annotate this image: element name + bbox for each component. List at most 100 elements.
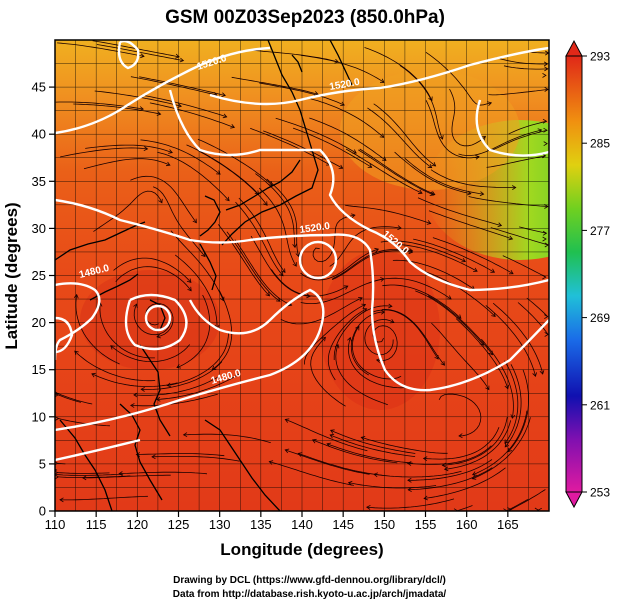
streamline xyxy=(310,337,346,407)
streamline-arrow xyxy=(118,471,123,476)
streamline xyxy=(502,255,546,278)
streamline xyxy=(57,42,145,57)
streamline-arrow xyxy=(532,372,537,377)
streamline-arrow xyxy=(186,278,192,283)
streamline-arrow xyxy=(311,438,317,444)
streamline xyxy=(504,360,519,444)
streamline-arrow xyxy=(544,314,549,320)
streamline xyxy=(197,138,273,186)
streamline-arrow xyxy=(544,87,549,92)
streamline-arrow xyxy=(407,487,412,493)
streamline xyxy=(136,453,225,457)
streamline-arrow xyxy=(221,92,226,98)
streamline xyxy=(330,429,416,454)
streamline xyxy=(359,148,435,195)
streamline-arrow xyxy=(388,303,393,309)
streamline-arrow xyxy=(268,460,274,465)
credit-data: Data from http://database.rish.kyoto-u.a… xyxy=(172,589,447,600)
streamline-arrow xyxy=(542,73,547,78)
streamline xyxy=(480,338,514,419)
streamline xyxy=(538,507,542,511)
streamline-arrow xyxy=(508,235,514,241)
contour-south xyxy=(55,288,325,432)
streamline xyxy=(306,97,385,138)
streamline xyxy=(449,88,486,147)
streamline xyxy=(408,467,493,491)
streamline-arrow xyxy=(340,101,345,106)
streamline-arrow xyxy=(475,154,480,160)
streamline-arrow xyxy=(431,162,437,167)
streamline xyxy=(444,420,512,470)
streamline xyxy=(431,322,490,390)
y-tick-label: 10 xyxy=(32,409,46,424)
streamline xyxy=(415,290,484,346)
streamline-arrow xyxy=(59,497,64,503)
streamline xyxy=(427,295,493,355)
colorbar: 253 261 269 277 285 293 xyxy=(565,39,610,509)
streamline-arrow xyxy=(216,170,221,175)
streamline xyxy=(519,226,547,234)
streamline xyxy=(251,49,339,63)
streamline xyxy=(130,175,197,223)
y-tick-label: 40 xyxy=(32,127,46,142)
streamline-arrow xyxy=(479,191,485,197)
y-axis-ticks: 0 5 10 15 20 25 30 35 40 45 xyxy=(32,80,55,519)
streamline-arrow xyxy=(297,452,303,457)
streamline-arrow xyxy=(347,336,352,342)
streamline-arrow xyxy=(367,163,373,168)
streamline-arrow xyxy=(380,277,385,282)
streamline xyxy=(152,186,206,257)
streamline-arrow xyxy=(539,370,545,375)
streamline-arrow xyxy=(504,439,509,444)
streamline-arrow xyxy=(490,268,496,273)
typhoon-outer-ring xyxy=(124,293,188,351)
streamline xyxy=(96,44,184,61)
streamline-arrow xyxy=(55,474,60,480)
streamline-arrow xyxy=(508,270,514,275)
streamline xyxy=(60,147,148,158)
streamline xyxy=(442,416,508,466)
colorbar-tick-label: 253 xyxy=(590,486,610,500)
streamline xyxy=(351,326,402,380)
lat-lon-grid xyxy=(55,40,549,511)
streamline xyxy=(55,473,124,476)
colorbar-gradient xyxy=(565,55,583,493)
streamline xyxy=(374,470,462,478)
streamline-arrow xyxy=(329,429,335,434)
colorbar-tick-label: 285 xyxy=(590,137,610,151)
streamline xyxy=(381,308,445,366)
streamline xyxy=(332,249,413,280)
streamline xyxy=(140,139,221,175)
geopotential-contours xyxy=(55,40,549,462)
streamline xyxy=(399,65,443,140)
streamline xyxy=(113,257,192,283)
streamline xyxy=(331,250,413,280)
streamline xyxy=(259,82,345,106)
streamline xyxy=(94,90,182,107)
x-tick-label: 140 xyxy=(291,517,313,532)
streamline-arrow xyxy=(355,325,360,331)
streamline-arrow xyxy=(466,190,472,196)
x-tick-label: 125 xyxy=(168,517,190,532)
streamline-arrow xyxy=(397,225,402,231)
streamline xyxy=(59,495,148,501)
streamline-arrow xyxy=(375,358,381,363)
streamline-arrow xyxy=(358,297,363,302)
streamline xyxy=(345,148,423,194)
streamline xyxy=(115,266,192,292)
streamline xyxy=(133,376,219,396)
streamline-arrow xyxy=(422,456,428,462)
contour-1520-north xyxy=(55,46,271,135)
streamline xyxy=(183,433,271,444)
streamline xyxy=(258,187,297,267)
streamline xyxy=(526,297,548,317)
x-axis-ticks: 110 115 120 125 130 135 140 145 150 155 160 165 xyxy=(45,511,519,532)
y-tick-label: 0 xyxy=(39,504,46,519)
streamline-arrow xyxy=(314,91,319,96)
streamline xyxy=(130,393,218,407)
streamline xyxy=(496,57,548,65)
streamline-arrow xyxy=(230,124,236,129)
streamline xyxy=(490,129,548,152)
streamline xyxy=(58,418,110,427)
streamline-arrow xyxy=(487,101,493,106)
